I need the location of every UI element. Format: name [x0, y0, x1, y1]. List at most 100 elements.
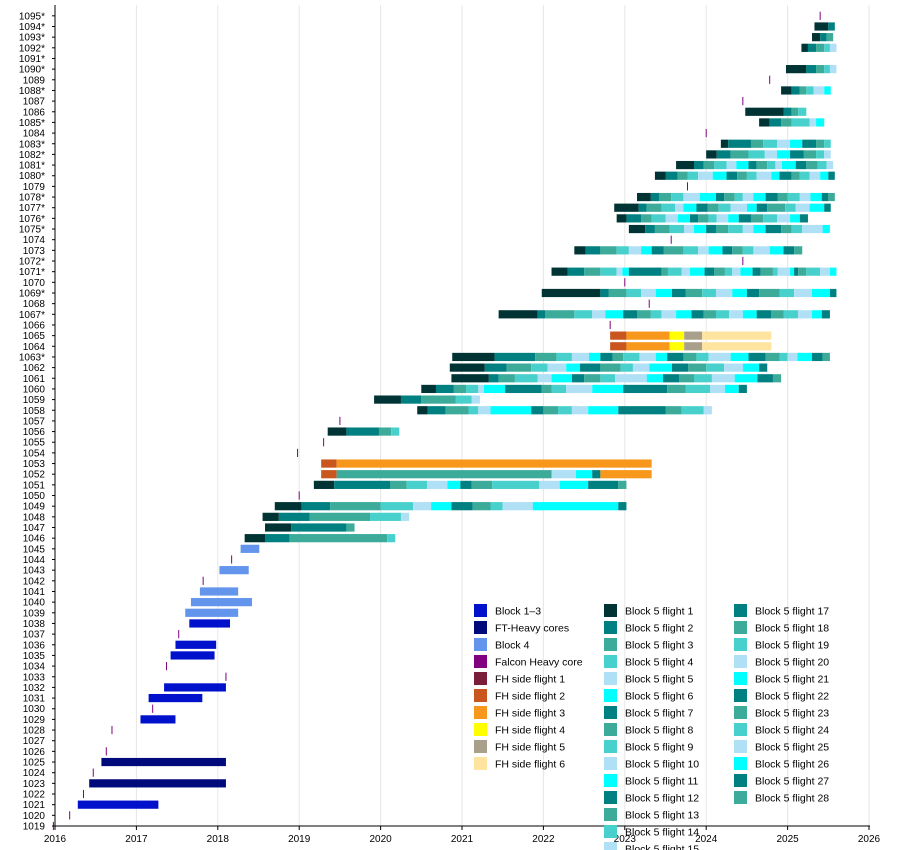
bar-segment [704, 267, 715, 276]
bar-segment [685, 384, 711, 394]
y-axis: 1019102010211022102310241025102610271028… [19, 5, 56, 832]
legend-label: FH side flight 2 [495, 691, 565, 703]
bar-segment [828, 192, 835, 202]
bar-segment [696, 352, 709, 362]
booster-label: 1078* [19, 193, 45, 204]
booster-label: 1051 [23, 480, 46, 491]
bar-segment [661, 203, 676, 212]
legend: Block 1–3 FT-Heavy cores Block 4 Falcon Hea… [474, 604, 829, 850]
bar-segment [626, 214, 642, 223]
booster-label: 1094* [19, 22, 45, 33]
bar-segment [699, 192, 716, 202]
bar-segment [140, 715, 176, 724]
bar-segment [505, 384, 542, 394]
bar-segment [711, 374, 735, 383]
booster-label: 1029 [23, 715, 46, 726]
booster-label: 1053 [23, 459, 46, 470]
bar-segment [472, 502, 491, 511]
bar-segment [707, 203, 719, 212]
bar-segment [426, 480, 448, 489]
bar-segment [406, 480, 427, 489]
booster-label: 1080* [19, 171, 45, 182]
bar-segment [321, 459, 337, 468]
legend-label: Block 5 flight 11 [625, 776, 699, 788]
bar-segment [628, 267, 662, 276]
legend-swatch [604, 842, 617, 850]
legend-label: Block 5 flight 19 [755, 640, 829, 652]
bar-segment [698, 171, 713, 180]
bar-segment [750, 214, 764, 223]
booster-label: 1066 [23, 320, 46, 331]
legend-swatch [734, 689, 747, 702]
bar-segment [551, 374, 572, 383]
booster-label: 1040 [23, 598, 46, 609]
bar-segment [645, 224, 655, 234]
bar-segment [795, 203, 810, 212]
bar-segment [715, 310, 729, 319]
bar-segment [539, 480, 560, 489]
legend-swatch [604, 808, 617, 821]
bar-segment [809, 203, 825, 212]
bar-segment [585, 246, 601, 255]
bar-segment [706, 150, 717, 159]
legend-swatch [474, 723, 487, 736]
bar-segment [742, 363, 760, 372]
bar-segment [756, 171, 772, 180]
bar-segment [763, 139, 778, 148]
legend-label: Block 5 flight 17 [755, 606, 829, 618]
bar-segment [822, 352, 830, 362]
x-tick-label: 2016 [44, 834, 67, 845]
bar-segment [742, 224, 754, 234]
bar-segment [799, 214, 808, 223]
legend-label: Block 5 flight 13 [625, 810, 699, 822]
legend-swatch [604, 791, 617, 804]
booster-label: 1082* [19, 150, 45, 161]
bar-segment [618, 480, 627, 489]
bar-segment [771, 171, 780, 180]
legend-swatch [734, 621, 747, 634]
bar-segment [278, 512, 310, 521]
bar-segment [765, 352, 780, 362]
bar-segment [413, 502, 432, 511]
booster-label: 1058 [23, 406, 46, 417]
bar-segment [779, 171, 792, 180]
bar-segment [387, 534, 396, 543]
bar-segment [828, 22, 835, 31]
bar-segment [732, 288, 747, 298]
bar-segment [752, 267, 761, 276]
bar-segment [821, 310, 830, 319]
legend-swatch [474, 706, 487, 719]
bar-segment [798, 107, 807, 116]
bar-segment [498, 310, 538, 319]
bar-segment [712, 171, 727, 180]
bar-segment [748, 150, 765, 159]
bar-segment [748, 160, 757, 170]
booster-label: 1060 [23, 384, 46, 395]
bar-segment [537, 374, 552, 383]
bar-segment [708, 352, 731, 362]
bar-segment [309, 512, 371, 521]
bar-segment [806, 160, 818, 170]
booster-label: 1034 [23, 662, 46, 673]
bar-segment [816, 43, 825, 52]
booster-label: 1063* [19, 352, 45, 363]
bar-segment [828, 171, 835, 180]
bar-segment [753, 224, 766, 234]
bar-segment [787, 352, 798, 362]
bar-segment [600, 288, 609, 298]
bar-segment [623, 310, 638, 319]
bar-segment [483, 384, 506, 394]
bar-segment [764, 150, 778, 159]
bar-segment [756, 203, 768, 212]
bar-segment [736, 160, 749, 170]
x-tick-label: 2018 [207, 834, 230, 845]
bar-segment [726, 160, 737, 170]
bar-segment [614, 203, 639, 212]
bar-segment [616, 267, 623, 276]
bar-segment [742, 192, 754, 202]
bar-segment [532, 502, 619, 511]
booster-label: 1086 [23, 107, 46, 118]
bar-segment [677, 171, 688, 180]
bar-segment [289, 534, 388, 543]
bar-segment [696, 203, 708, 212]
